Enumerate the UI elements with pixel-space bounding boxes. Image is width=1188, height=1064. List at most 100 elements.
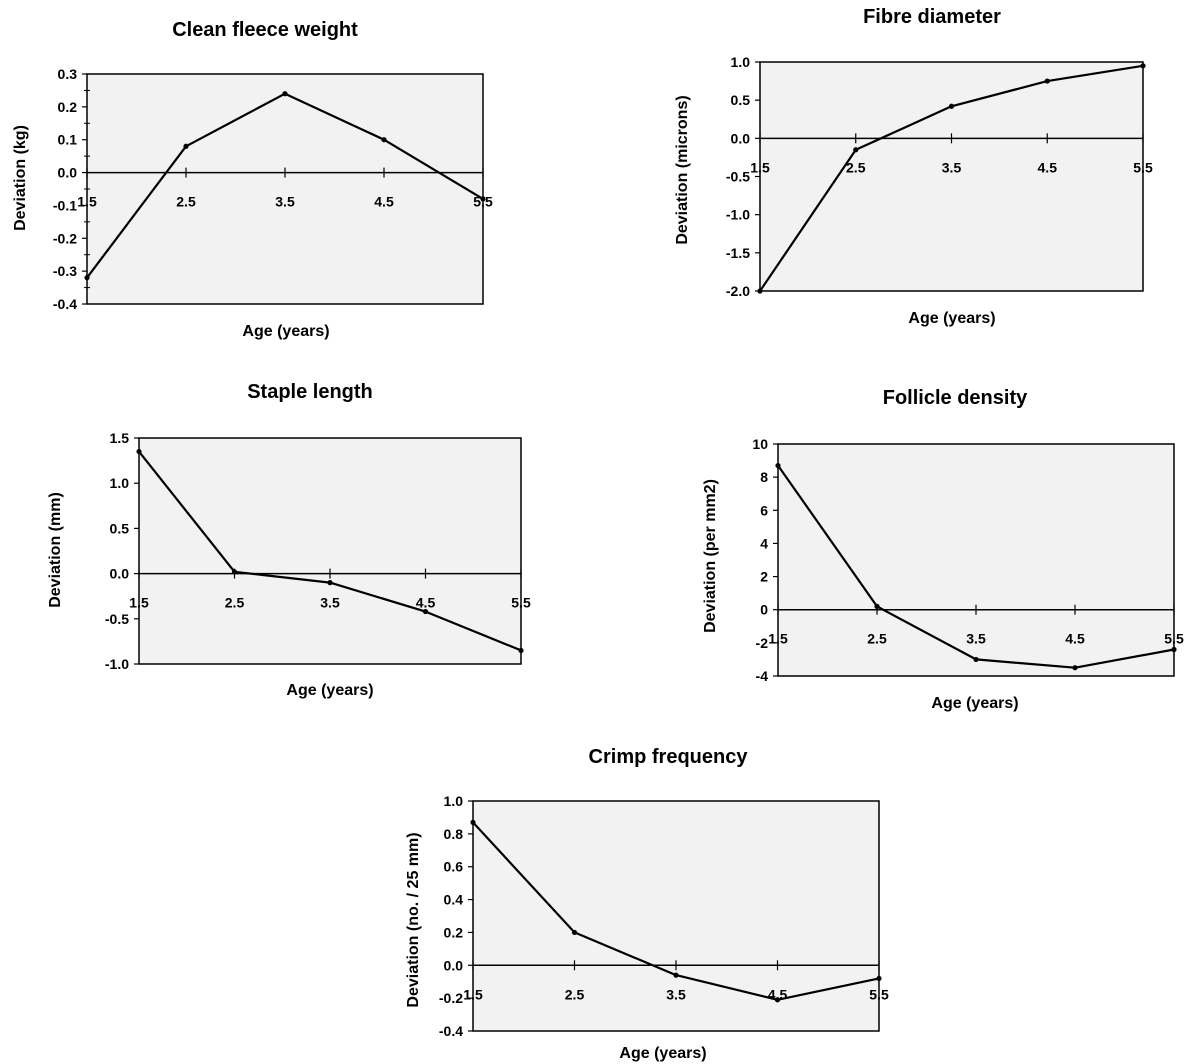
y-tick-label: 0.0 (58, 165, 78, 181)
x-tick-label: 3.5 (275, 194, 295, 210)
data-point (1140, 63, 1146, 69)
data-point (571, 929, 578, 936)
x-tick-label: 1.5 (463, 986, 483, 1002)
x-tick-label: 5.5 (1164, 631, 1184, 647)
plot-area (759, 61, 1144, 292)
y-tick-label: -0.4 (53, 296, 77, 312)
data-point (1072, 665, 1078, 671)
data-point (381, 137, 387, 143)
y-tick-label: -0.5 (726, 169, 750, 185)
x-tick-label: 4.5 (416, 595, 436, 611)
chart-title: Staple length (247, 381, 373, 403)
x-tick-label: 2.5 (176, 194, 196, 210)
x-tick-label: 4.5 (1038, 159, 1058, 175)
y-tick-label: 0.5 (110, 520, 130, 536)
y-tick-label: 6 (760, 502, 768, 518)
x-tick-label: 2.5 (867, 631, 887, 647)
data-point (853, 147, 859, 153)
y-tick-label: 0.8 (444, 826, 464, 842)
x-tick-label: 3.5 (666, 986, 686, 1002)
y-tick-label: -1.0 (726, 207, 750, 223)
chart-follicle-density: Follicle density Deviation (per mm2) Age… (702, 387, 1184, 712)
data-point (774, 997, 781, 1003)
y-tick-label: 10 (752, 436, 768, 452)
x-tick-label: 4.5 (374, 194, 394, 210)
y-tick-label: -0.2 (53, 230, 77, 246)
y-tick-label: 0.1 (58, 132, 78, 148)
y-tick-label: 0.6 (444, 859, 464, 875)
chart-title: Follicle density (883, 387, 1028, 409)
data-point (1171, 646, 1177, 653)
x-axis-label: Age (years) (242, 323, 329, 340)
y-tick-label: 0.4 (444, 892, 464, 908)
chart-crimp-frequency: Crimp frequency Deviation (no. / 25 mm) … (405, 746, 889, 1062)
y-axis-label: Deviation (microns) (674, 95, 691, 244)
y-axis-label: Deviation (per mm2) (702, 479, 719, 633)
x-tick-label: 5.5 (473, 194, 493, 210)
data-point (948, 103, 955, 109)
y-tick-label: -4 (756, 668, 769, 684)
data-point (327, 580, 333, 586)
data-point (422, 608, 429, 615)
chart-title: Crimp frequency (589, 746, 749, 768)
y-tick-label: 1.0 (110, 475, 130, 491)
data-point (183, 143, 189, 149)
x-tick-label: 5.5 (1133, 159, 1153, 175)
y-tick-label: 1.0 (444, 793, 464, 809)
data-point (470, 819, 476, 825)
x-tick-label: 3.5 (320, 595, 340, 611)
y-tick-label: 8 (760, 469, 768, 485)
x-tick-label: 2.5 (565, 986, 585, 1002)
plot-area (138, 437, 522, 665)
y-tick-label: 2 (760, 569, 768, 585)
y-tick-label: -0.2 (439, 990, 463, 1006)
y-tick-label: -0.3 (53, 263, 77, 279)
y-tick-label: -2.0 (726, 283, 750, 299)
y-axis-label: Deviation (kg) (12, 125, 29, 231)
x-tick-label: 1.5 (129, 595, 149, 611)
y-tick-label: 0.2 (58, 99, 78, 115)
data-point (673, 972, 679, 978)
data-point (1044, 78, 1050, 84)
data-point (136, 448, 142, 455)
data-point (973, 656, 979, 663)
data-point (874, 603, 880, 610)
x-tick-label: 2.5 (846, 159, 866, 175)
y-tick-label: 0.2 (444, 924, 464, 940)
x-tick-label: 3.5 (966, 631, 986, 647)
x-tick-label: 3.5 (942, 159, 962, 175)
data-point (518, 647, 524, 654)
y-tick-label: 0 (760, 602, 768, 618)
y-tick-label: 0.0 (110, 566, 130, 582)
y-tick-label: 4 (760, 535, 768, 551)
y-tick-label: 0.0 (731, 130, 751, 146)
y-axis-label: Deviation (no. / 25 mm) (405, 832, 422, 1007)
y-tick-label: -2 (756, 635, 769, 651)
y-tick-label: 1.0 (731, 54, 751, 70)
y-tick-label: -1.0 (105, 656, 129, 672)
y-axis-label: Deviation (mm) (47, 492, 64, 608)
x-axis-label: Age (years) (286, 682, 373, 699)
y-tick-label: 0.5 (731, 92, 751, 108)
x-axis-label: Age (years) (931, 695, 1018, 712)
x-tick-label: 1.5 (750, 159, 770, 175)
y-tick-label: 0.3 (58, 66, 78, 82)
data-point (231, 569, 238, 575)
data-point (282, 91, 288, 97)
x-axis-label: Age (years) (908, 310, 995, 327)
chart-title: Fibre diameter (863, 6, 1001, 28)
chart-fibre-diameter: Fibre diameter Deviation (microns) Age (… (674, 6, 1153, 327)
chart-title: Clean fleece weight (172, 19, 358, 41)
data-point (876, 975, 882, 982)
x-tick-label: 2.5 (225, 595, 245, 611)
y-tick-label: 1.5 (110, 430, 130, 446)
x-tick-label: 1.5 (768, 631, 788, 647)
data-point (775, 462, 781, 469)
data-point (757, 288, 763, 294)
x-tick-label: 5.5 (511, 595, 531, 611)
data-point (480, 196, 486, 202)
y-tick-label: 0.0 (444, 957, 464, 973)
y-tick-label: -0.4 (439, 1023, 463, 1039)
chart-clean-fleece-weight: Clean fleece weight Deviation (kg) Age (… (12, 19, 493, 340)
y-tick-label: -0.1 (53, 197, 77, 213)
